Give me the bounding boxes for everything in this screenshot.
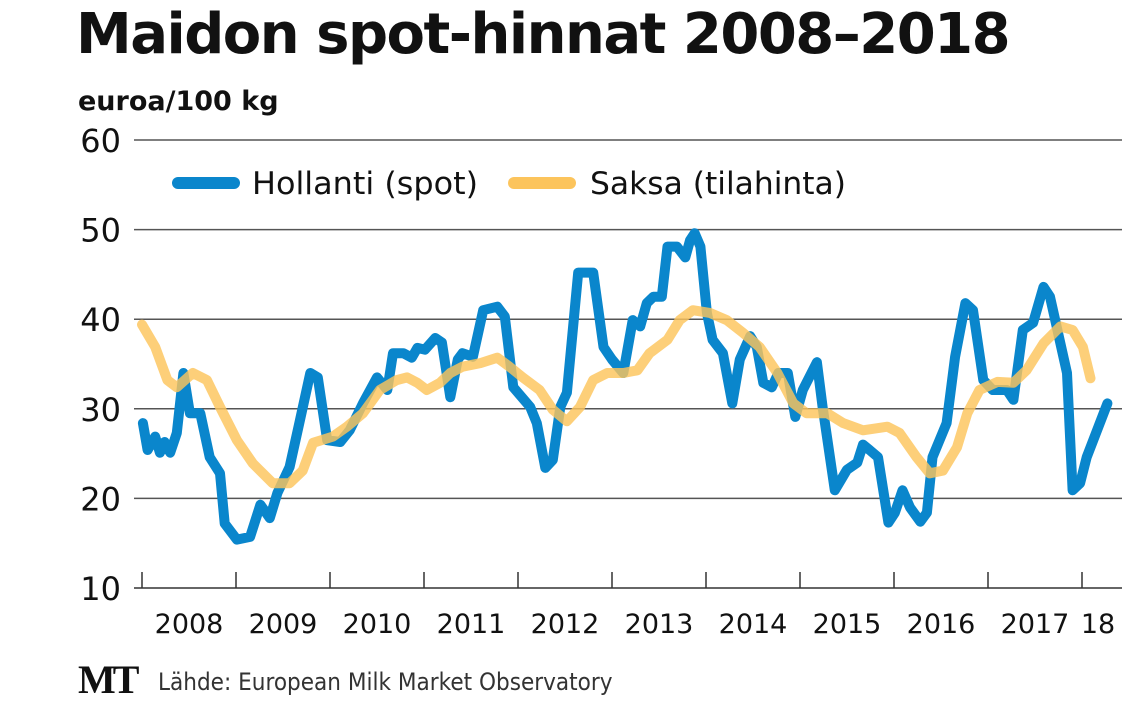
series-line-saksa — [137, 305, 1096, 489]
unit-label: euroa/100 kg — [78, 86, 279, 117]
x-tick-label: 2016 — [907, 609, 976, 640]
chart-title: Maidon spot-hinnat 2008–2018 — [76, 2, 1011, 67]
y-tick-label: 50 — [80, 212, 121, 250]
series-lines — [137, 228, 1113, 545]
legend: Hollanti (spot) Saksa (tilahinta) — [172, 166, 846, 202]
y-tick-label: 30 — [80, 391, 121, 429]
y-axis-ticks: 60 50 40 30 20 10 — [80, 122, 121, 608]
x-tick-label: 2013 — [625, 609, 694, 640]
x-tick-label: 2008 — [155, 609, 224, 640]
source-note: Lähde: European Milk Market Observatory — [158, 668, 613, 696]
y-tick-label: 40 — [80, 301, 121, 339]
series-line-hollanti — [137, 228, 1113, 545]
x-axis: 2008 2009 2010 2011 2012 2013 2014 2015 2016 2017… — [134, 572, 1122, 640]
y-tick-label: 10 — [80, 570, 121, 608]
x-tick-label: 2012 — [531, 609, 600, 640]
legend-label: Saksa (tilahinta) — [590, 166, 846, 202]
legend-label: Hollanti (spot) — [252, 166, 478, 202]
x-tick-label: 2009 — [249, 609, 318, 640]
x-tick-label: 2015 — [813, 609, 882, 640]
x-tick-label: 2017 — [1001, 609, 1070, 640]
mt-logo: MT — [78, 657, 139, 702]
y-tick-label: 60 — [80, 122, 121, 160]
x-tick-label: 2010 — [343, 609, 412, 640]
x-tick-label: 18 — [1081, 609, 1115, 640]
x-tick-label: 2014 — [719, 609, 788, 640]
x-tick-label: 2011 — [437, 609, 506, 640]
y-tick-label: 20 — [80, 480, 121, 518]
